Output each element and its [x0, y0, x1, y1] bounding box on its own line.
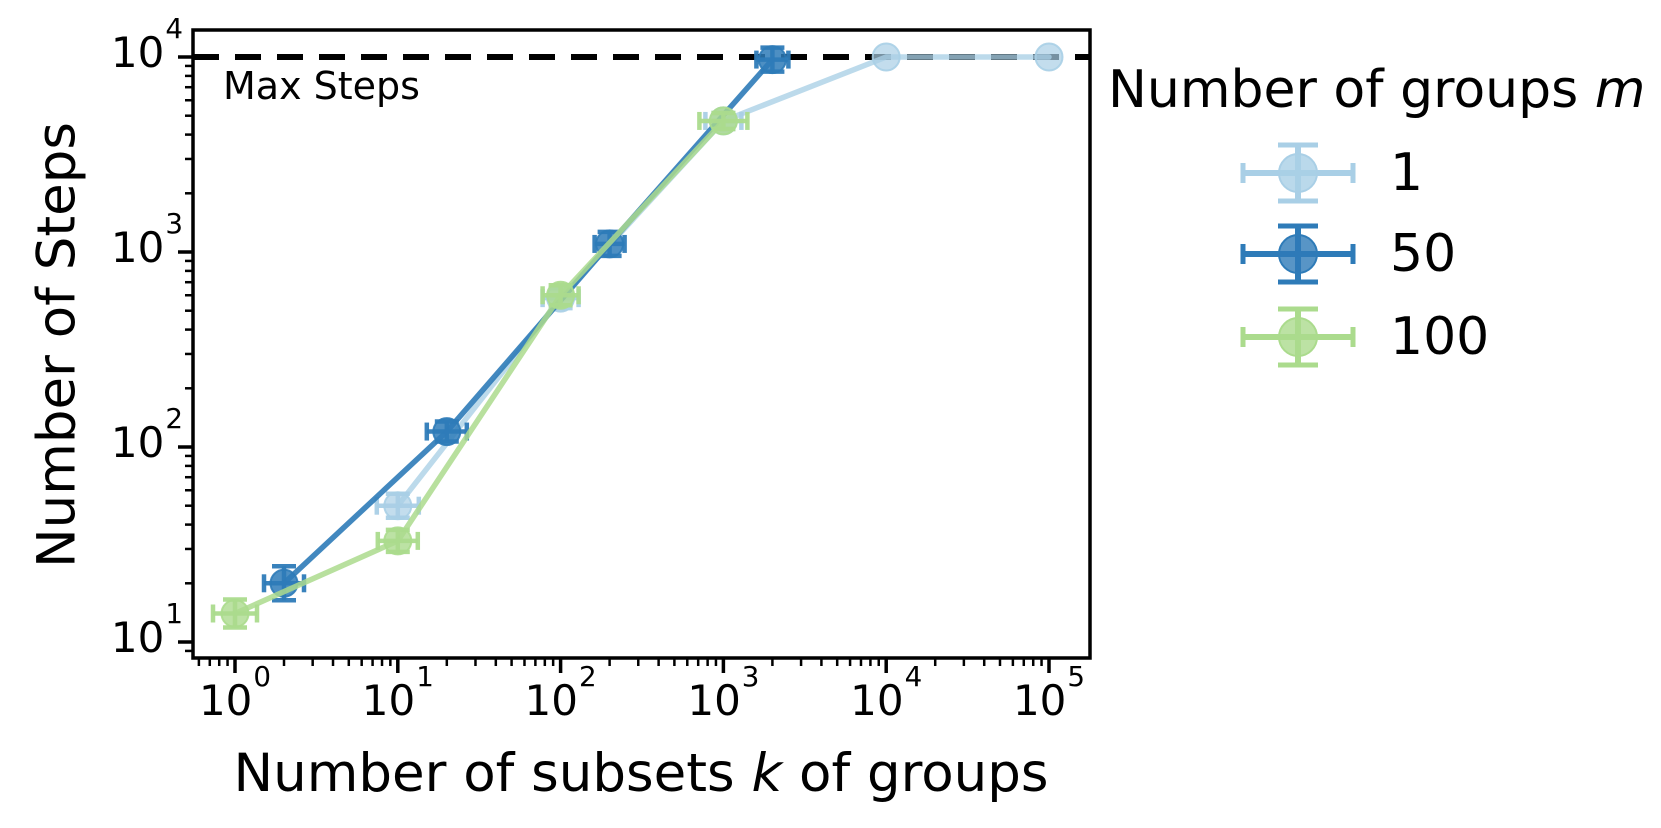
- data-point: [871, 42, 901, 72]
- series-m-100: [210, 106, 750, 630]
- legend-entry-label: 100: [1390, 307, 1490, 367]
- x-tick-label: 100: [198, 660, 272, 725]
- data-point: [383, 526, 413, 556]
- legend-title: Number of groups m: [1108, 60, 1646, 120]
- data-point: [757, 45, 787, 75]
- x-tick-label: 104: [850, 660, 923, 725]
- y-tick-label: 103: [110, 207, 183, 272]
- y-axis-label: Number of Steps: [26, 122, 88, 568]
- x-axis-label: Number of subsets k of groups: [233, 743, 1049, 804]
- legend-entry-m50: 50: [1100, 214, 1656, 294]
- data-point: [432, 417, 462, 447]
- x-tick-label: 103: [687, 660, 760, 725]
- legend-entry-label: 50: [1390, 224, 1457, 284]
- x-tick-label: 101: [361, 660, 434, 725]
- y-tick-label: 102: [110, 402, 183, 467]
- x-tick-label: 105: [1012, 660, 1086, 725]
- max-steps-annotation: Max Steps: [223, 64, 420, 108]
- y-tick-label: 104: [110, 12, 183, 77]
- legend-entry-m1: 1: [1100, 133, 1656, 213]
- legend-entry-label: 1: [1390, 143, 1424, 203]
- errorbar-marker-icon: [1240, 142, 1356, 204]
- data-point: [546, 280, 576, 310]
- data-point: [220, 599, 250, 628]
- data-point: [383, 491, 413, 521]
- axes-frame: [191, 28, 1092, 660]
- errorbar-marker-icon: [1240, 223, 1356, 285]
- data-point: [1034, 42, 1064, 72]
- y-tick-label: 101: [110, 597, 183, 662]
- x-tick-label: 102: [524, 660, 597, 725]
- legend-entry-m100: 100: [1100, 297, 1656, 377]
- errorbar-marker-icon: [1240, 306, 1356, 368]
- data-point: [708, 106, 738, 136]
- series-m-50: [261, 45, 791, 603]
